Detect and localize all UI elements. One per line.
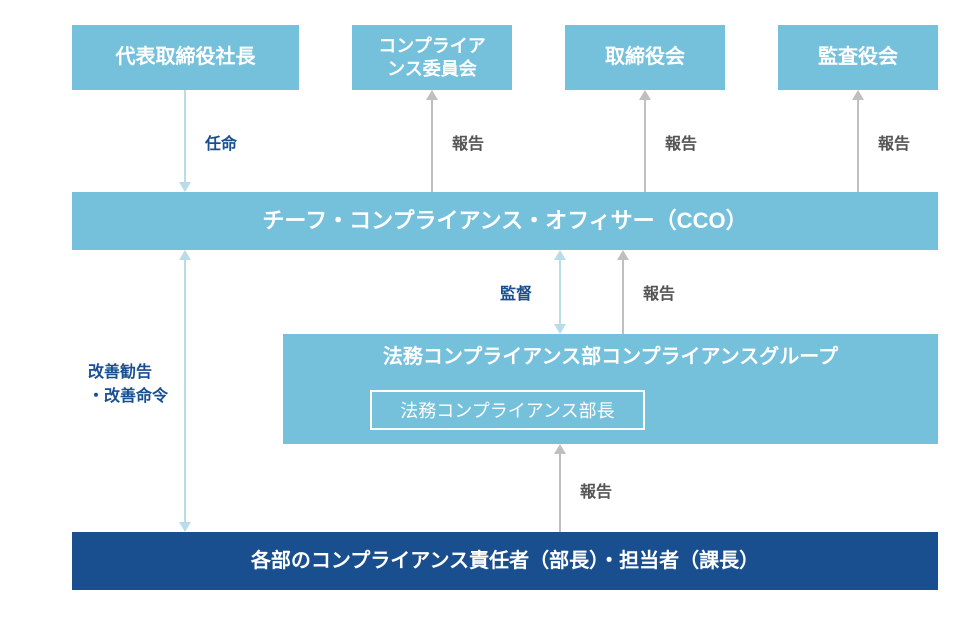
node-compliance-committee-label: コンプライアンス委員会: [378, 35, 485, 80]
edge-label-e4: 報告: [878, 130, 910, 154]
node-compliance-committee: コンプライアンス委員会: [352, 25, 512, 90]
edge-label-e5: 監督: [500, 280, 532, 304]
node-dept-compliance-officers: 各部のコンプライアンス責任者（部長）・担当者（課長）: [72, 532, 938, 590]
node-board-of-directors-label: 取締役会: [605, 45, 685, 70]
node-president: 代表取締役社長: [72, 25, 299, 90]
edge-label-e8: 改善勧告・改善命令: [88, 358, 168, 406]
node-cco: チーフ・コンプライアンス・オフィサー（CCO）: [72, 192, 938, 250]
node-board-of-directors: 取締役会: [565, 25, 725, 90]
org-chart-canvas: 代表取締役社長 コンプライアンス委員会 取締役会 監査役会 チーフ・コンプライア…: [0, 0, 960, 620]
edge-label-e6: 報告: [643, 280, 675, 304]
edge-label-e2: 報告: [452, 130, 484, 154]
node-dept-compliance-officers-label: 各部のコンプライアンス責任者（部長）・担当者（課長）: [251, 549, 759, 574]
node-board-of-auditors-label: 監査役会: [818, 45, 898, 70]
edge-label-e1: 任命: [205, 130, 237, 154]
node-legal-compliance-group-label: 法務コンプライアンス部コンプライアンスグループ: [283, 345, 938, 370]
arrows-layer: [0, 0, 960, 620]
edge-label-e7: 報告: [580, 478, 612, 502]
edge-label-e3: 報告: [665, 130, 697, 154]
node-legal-compliance-head-label: 法務コンプライアンス部長: [400, 397, 614, 423]
node-legal-compliance-head: 法務コンプライアンス部長: [370, 390, 645, 430]
node-cco-label: チーフ・コンプライアンス・オフィサー（CCO）: [262, 207, 747, 235]
node-board-of-auditors: 監査役会: [778, 25, 938, 90]
node-president-label: 代表取締役社長: [116, 45, 256, 70]
